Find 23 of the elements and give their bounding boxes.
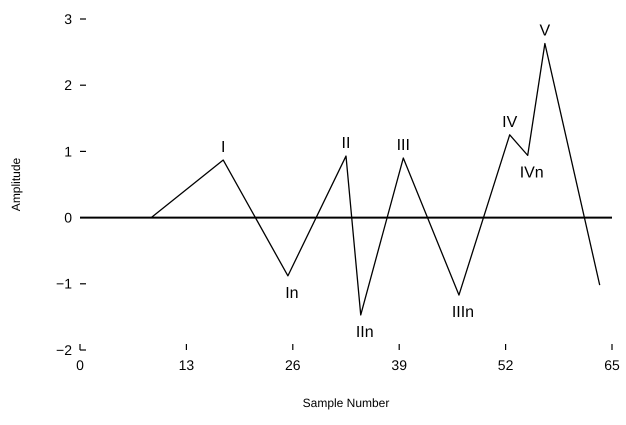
annotation: IIn bbox=[356, 324, 374, 341]
x-axis-title: Sample Number bbox=[302, 396, 390, 410]
y-tick-label: 1 bbox=[64, 143, 72, 160]
x-tick-label: 0 bbox=[76, 357, 84, 373]
annotation: III bbox=[396, 137, 410, 154]
y-tick-label: 2 bbox=[64, 77, 72, 94]
annotation: In bbox=[285, 284, 299, 302]
x-tick-label: 65 bbox=[604, 357, 620, 373]
x-tick-label: 13 bbox=[178, 357, 194, 373]
annotation: IIIn bbox=[452, 304, 474, 322]
y-tick-label: −2 bbox=[56, 342, 72, 358]
x-tick-label: 26 bbox=[285, 357, 301, 373]
x-tick-label: 39 bbox=[391, 357, 408, 373]
y-axis-title: Amplitude bbox=[9, 158, 23, 212]
annotation: V bbox=[540, 22, 551, 40]
annotation: IV bbox=[502, 114, 518, 131]
annotation: I bbox=[221, 139, 226, 156]
x-tick-label: 52 bbox=[498, 357, 514, 373]
y-tick-label: −1 bbox=[56, 276, 72, 292]
annotation: II bbox=[342, 135, 350, 152]
y-tick-label: 0 bbox=[64, 210, 72, 226]
y-tick-label: 3 bbox=[64, 10, 72, 27]
annotation: IVn bbox=[520, 164, 544, 182]
